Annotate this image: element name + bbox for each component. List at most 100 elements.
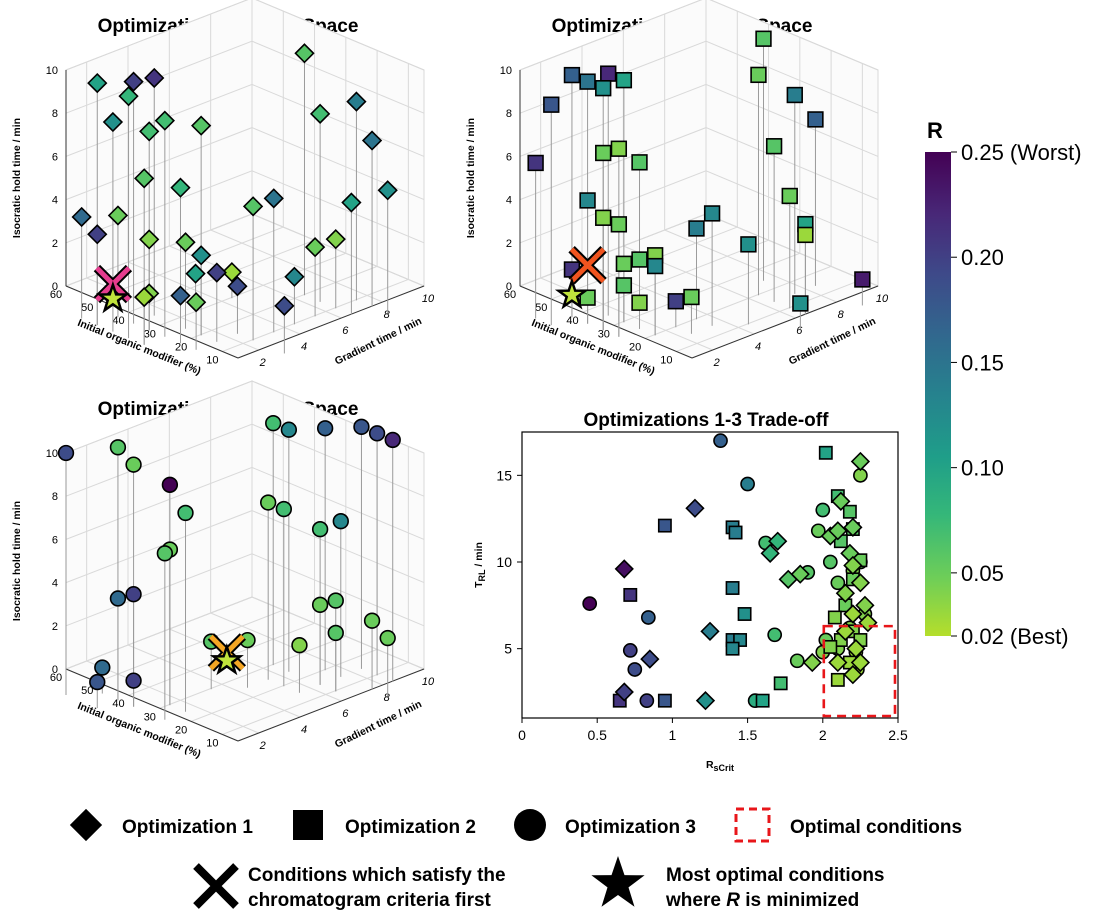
data-point xyxy=(191,245,212,266)
z-tick-label: 8 xyxy=(506,108,512,120)
data-point-diamond xyxy=(685,498,705,518)
data-point xyxy=(377,180,398,201)
data-point xyxy=(134,286,155,308)
data-point xyxy=(144,67,165,89)
data-point xyxy=(107,205,129,226)
data-point xyxy=(765,138,783,155)
data-point xyxy=(274,295,295,316)
x-tick-label: 2 xyxy=(713,357,720,369)
z-tick-label: 8 xyxy=(52,108,58,120)
legend-label-star-line-1: Most optimal conditions xyxy=(666,865,885,886)
x-axis-line xyxy=(691,285,879,359)
data-point xyxy=(87,72,108,94)
data-point xyxy=(703,205,721,222)
data-point xyxy=(854,271,871,288)
data-point xyxy=(125,672,142,689)
y-gridline xyxy=(222,446,409,735)
data-point xyxy=(786,86,803,104)
legend-label-optimal-conditions: Optimal conditions xyxy=(790,817,962,838)
x-axis-label-sub: sCrit xyxy=(714,763,735,773)
z-tick-label: 4 xyxy=(52,578,58,590)
data-point-diamond xyxy=(850,451,871,472)
data-point xyxy=(94,659,111,676)
data-point xyxy=(161,476,179,493)
markers xyxy=(527,30,871,312)
star-line-2-post: is minimized xyxy=(740,890,859,911)
z-tick-label: 0 xyxy=(506,281,512,293)
data-point-diamond xyxy=(640,649,660,669)
x-tick-label: 6 xyxy=(796,325,803,337)
y-tick-label: 10 xyxy=(660,354,672,366)
data-point xyxy=(615,277,633,294)
panel-optimization-2: Optimization 2 Design Space2468101020304… xyxy=(465,0,889,377)
data-point-circle xyxy=(622,643,638,658)
legend-square-icon xyxy=(293,810,323,840)
data-point xyxy=(265,415,282,432)
data-point xyxy=(118,86,139,107)
z-tick-label: 2 xyxy=(506,238,512,250)
x-tick-label: 4 xyxy=(301,724,307,736)
y-gridline xyxy=(65,381,253,670)
data-point-diamond xyxy=(835,583,855,603)
optimal-star xyxy=(554,277,589,310)
x-axis-label: RsCrit xyxy=(706,759,734,773)
z-tick-label: 2 xyxy=(52,238,58,250)
data-point xyxy=(87,224,108,245)
x-axis-label-main: R xyxy=(706,759,714,771)
y-tick-label: 50 xyxy=(81,685,93,697)
data-point xyxy=(134,168,155,189)
data-point xyxy=(139,229,160,250)
y-tick-label: 60 xyxy=(50,289,62,301)
data-point xyxy=(175,232,196,253)
data-point-diamond xyxy=(843,555,863,576)
data-point xyxy=(191,115,212,136)
legend-circle-icon xyxy=(514,809,546,841)
data-point xyxy=(579,73,596,90)
legend-star-icon xyxy=(591,856,645,907)
x-axis-label: Gradient time / min xyxy=(333,698,424,750)
data-point-diamond xyxy=(850,573,871,593)
y-gridline xyxy=(97,394,284,683)
data-point xyxy=(595,144,612,162)
data-point xyxy=(227,276,248,297)
y-tick-label: 50 xyxy=(81,302,93,314)
data-point-square xyxy=(725,641,740,656)
data-point-diamond xyxy=(855,595,875,615)
y-gridline xyxy=(644,50,832,339)
data-point xyxy=(89,673,106,691)
z-tick-label: 10 xyxy=(46,65,58,77)
data-point xyxy=(600,65,617,82)
data-point xyxy=(615,255,633,272)
x-tick-label: 6 xyxy=(342,325,349,337)
data-point xyxy=(807,111,824,128)
data-point xyxy=(263,188,284,209)
x-tick-label: 1 xyxy=(669,727,677,743)
data-point xyxy=(102,111,124,133)
data-point xyxy=(543,96,560,113)
colorbar: R 0.25 (Worst) 0.20 0.15 0.10 0.05 0.02 (Best) xyxy=(925,118,1082,649)
markers xyxy=(582,433,878,711)
data-point xyxy=(740,236,757,253)
data-point xyxy=(57,444,75,462)
data-point xyxy=(185,292,207,313)
legend-label-star-line-2: where R is minimized xyxy=(665,890,859,911)
data-point xyxy=(353,418,370,435)
data-point xyxy=(109,439,127,456)
x-tick-label: 1.5 xyxy=(738,727,758,743)
data-point-diamond xyxy=(846,639,866,659)
data-point xyxy=(316,420,334,437)
panel-optimization-1: Optimization 1 Design Space2468101020304… xyxy=(11,0,435,377)
data-point xyxy=(284,266,305,287)
y-gridline xyxy=(128,407,316,696)
legend-label-optimization-2: Optimization 2 xyxy=(345,817,476,838)
y-axis-line xyxy=(65,285,239,359)
x-tick-label: 8 xyxy=(838,309,845,321)
data-point xyxy=(361,130,383,151)
data-point xyxy=(206,262,227,283)
data-point-square xyxy=(842,504,857,519)
data-point xyxy=(304,237,326,258)
cross-strokes xyxy=(193,863,239,909)
data-point-diamond xyxy=(790,564,810,584)
panel-optimization-3: Optimization 3 Design Space2468101020304… xyxy=(11,380,435,760)
y-tick-label: 10 xyxy=(496,554,512,570)
